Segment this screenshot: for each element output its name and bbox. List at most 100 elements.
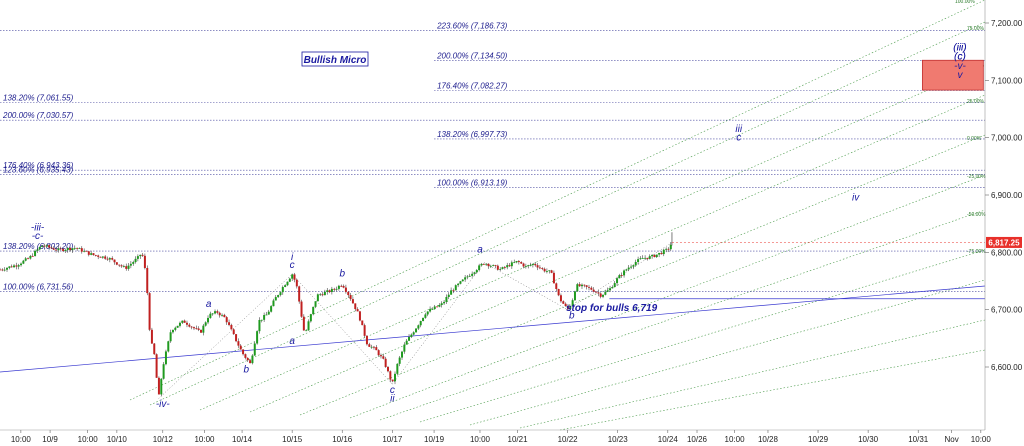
candle-body bbox=[148, 293, 151, 330]
candle-body bbox=[524, 265, 527, 267]
candle-body bbox=[183, 320, 186, 323]
candle-body bbox=[174, 327, 177, 330]
x-tick-label: 10/29 bbox=[808, 435, 829, 444]
candle-body bbox=[515, 261, 518, 263]
candle-body bbox=[36, 249, 39, 251]
candle-body bbox=[478, 265, 481, 271]
candle-body bbox=[587, 286, 590, 288]
candle-body bbox=[328, 290, 331, 293]
candle-body bbox=[580, 284, 583, 287]
candle-body bbox=[153, 343, 156, 355]
candle-body bbox=[461, 279, 464, 282]
candle-body bbox=[606, 290, 609, 292]
candle-body bbox=[459, 281, 462, 284]
x-tick-label: 10:00 bbox=[971, 435, 992, 444]
x-tick-label: 10/15 bbox=[282, 435, 303, 444]
candle-body bbox=[64, 250, 67, 252]
candle-body bbox=[207, 317, 210, 323]
candle-body bbox=[185, 322, 188, 325]
candle-body bbox=[256, 331, 259, 344]
candle-body bbox=[34, 250, 37, 256]
candle-body bbox=[342, 285, 345, 288]
x-tick-label: 10/24 bbox=[658, 435, 679, 444]
candle-body bbox=[73, 247, 76, 249]
candle-body bbox=[225, 317, 228, 323]
candle-body bbox=[522, 263, 525, 267]
fan-line bbox=[419, 249, 986, 423]
fib-level-label: 123.60% (6,935.43) bbox=[3, 166, 74, 175]
candle-body bbox=[541, 268, 544, 269]
fib-level-label: 200.00% (7,134.50) bbox=[436, 52, 508, 61]
wave-label: -iv- bbox=[156, 399, 171, 410]
candle-body bbox=[232, 329, 235, 335]
x-tick-label: 10/23 bbox=[608, 435, 629, 444]
candle-body bbox=[426, 311, 429, 315]
candle-body bbox=[386, 366, 389, 372]
candle-body bbox=[440, 303, 443, 306]
candle-body bbox=[597, 292, 600, 294]
candle-body bbox=[513, 262, 516, 264]
candle-body bbox=[27, 258, 30, 260]
candle-body bbox=[538, 267, 541, 269]
x-tick-label: 10/26 bbox=[687, 435, 708, 444]
candle-body bbox=[190, 326, 193, 328]
candle-body bbox=[43, 245, 46, 247]
candle-body bbox=[134, 258, 137, 263]
candle-body bbox=[351, 299, 354, 304]
candle-body bbox=[489, 265, 492, 267]
price-series bbox=[0, 232, 985, 397]
x-tick-label: 10:00 bbox=[78, 435, 99, 444]
candle-body bbox=[347, 291, 350, 296]
candle-body bbox=[97, 255, 100, 257]
candle-body bbox=[667, 248, 670, 250]
candle-body bbox=[503, 267, 506, 268]
candle-body bbox=[85, 250, 88, 252]
candle-body bbox=[576, 284, 579, 292]
candle-body bbox=[132, 262, 135, 264]
candle-body bbox=[599, 293, 602, 297]
candle-body bbox=[482, 263, 485, 265]
candle-body bbox=[595, 291, 598, 293]
wave-label: c bbox=[736, 133, 741, 144]
candle-body bbox=[361, 320, 364, 326]
candle-body bbox=[517, 261, 520, 263]
candle-body bbox=[293, 274, 296, 280]
wave-label: a bbox=[289, 336, 295, 347]
candle-body bbox=[356, 309, 359, 312]
candle-body bbox=[398, 357, 401, 364]
fib-level-label: 100.00% (6,731.56) bbox=[3, 283, 74, 292]
candle-body bbox=[307, 321, 310, 331]
candle-body bbox=[263, 315, 266, 320]
x-tick-label: 10/9 bbox=[42, 435, 58, 444]
candle-body bbox=[644, 257, 647, 259]
candle-body bbox=[648, 256, 651, 259]
candle-body bbox=[545, 271, 548, 272]
candle-body bbox=[45, 245, 48, 247]
chart-title-box: Bullish Micro bbox=[301, 51, 369, 67]
fan-line bbox=[299, 134, 986, 416]
candle-body bbox=[450, 290, 453, 295]
candle-body bbox=[335, 288, 338, 290]
x-tick-label: 10/31 bbox=[908, 435, 929, 444]
candle-body bbox=[286, 281, 289, 286]
candle-body bbox=[111, 258, 114, 260]
candle-body bbox=[464, 277, 467, 280]
candle-body bbox=[510, 262, 513, 267]
candle-body bbox=[436, 306, 439, 308]
candle-body bbox=[363, 325, 366, 336]
candle-body bbox=[349, 295, 352, 300]
candle-body bbox=[447, 294, 450, 298]
y-tick-label: 7,100.00 bbox=[991, 76, 1023, 85]
candle-body bbox=[209, 313, 212, 318]
candle-body bbox=[408, 336, 411, 341]
candle-body bbox=[302, 316, 305, 331]
x-tick-label: 10/28 bbox=[758, 435, 779, 444]
candle-body bbox=[17, 265, 20, 267]
fib-level-label: 223.60% (7,186.73) bbox=[436, 22, 508, 31]
candle-body bbox=[492, 265, 495, 266]
candle-body bbox=[602, 294, 605, 297]
wave-label: ii bbox=[390, 393, 395, 404]
candle-body bbox=[258, 319, 261, 332]
x-axis-ticks: 10:00 10/9 10:00 10/10 10/12 10:00 10/14 10/15 1… bbox=[11, 430, 992, 444]
